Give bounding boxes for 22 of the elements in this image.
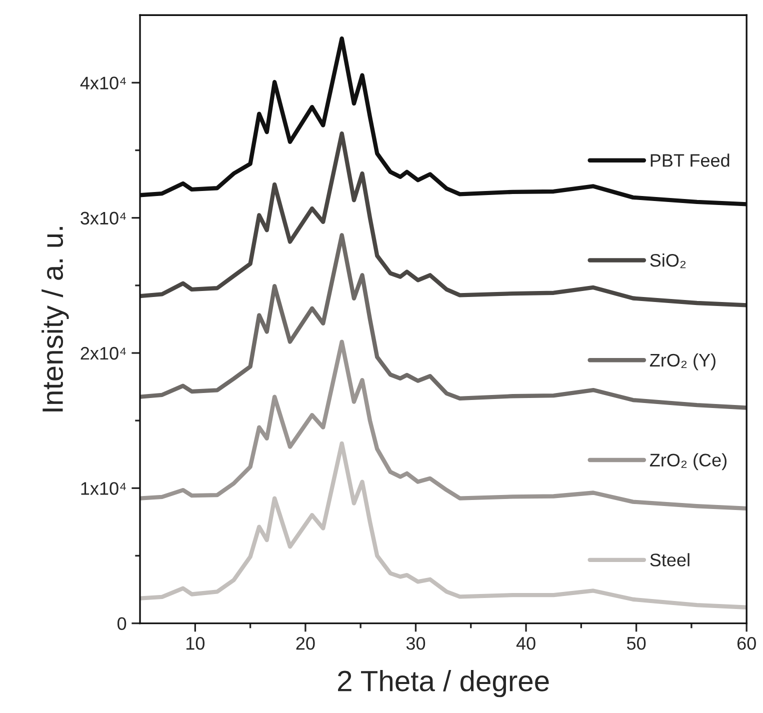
- x-tick-label: 40: [516, 636, 536, 650]
- y-tick-label: 0: [117, 617, 126, 630]
- x-axis-title: 2 Theta / degree: [338, 670, 549, 698]
- legend-label: SiO₂: [650, 253, 686, 268]
- x-tick-label: 50: [626, 636, 646, 650]
- line-series: [140, 131, 747, 308]
- x-tick-label: 10: [186, 636, 204, 650]
- y-tick-label: 2x10⁴: [80, 346, 126, 360]
- x-tick-label: 30: [406, 636, 426, 650]
- y-tick-label: 1x10⁴: [81, 482, 126, 495]
- x-tick-label: 60: [737, 636, 756, 650]
- legend-label: PBT Feed: [650, 154, 730, 167]
- y-tick-label: 4x10⁴: [80, 76, 126, 90]
- legend-label: Steel: [650, 553, 690, 566]
- legend-label: ZrO₂ (Y): [650, 353, 716, 370]
- y-axis-title: Intensity / a. u.: [42, 227, 69, 412]
- legend-label: ZrO₂ (Ce): [650, 453, 726, 470]
- y-tick-label: 3x10⁴: [80, 212, 126, 225]
- line-series: [140, 441, 747, 610]
- line-series: [140, 340, 747, 511]
- line-series: [140, 233, 747, 410]
- x-tick-label: 20: [296, 636, 315, 650]
